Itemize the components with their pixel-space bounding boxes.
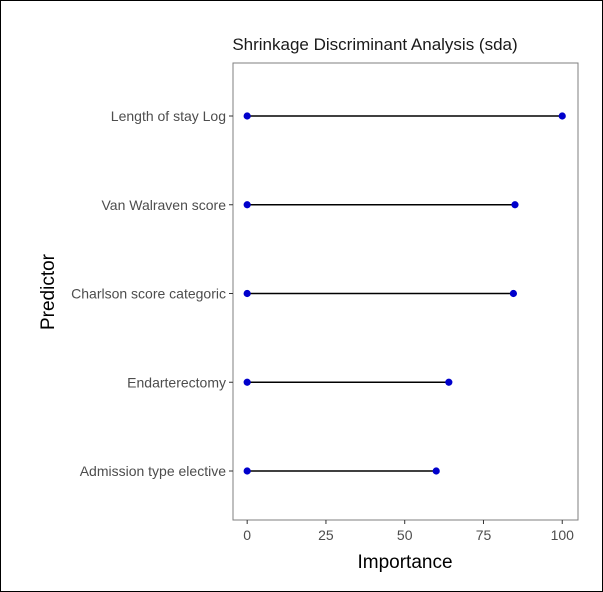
x-tick-label-4: 100: [551, 527, 575, 543]
y-tick-label-1: Van Walraven score: [102, 197, 227, 213]
y-axis-label: Predictor: [38, 253, 59, 330]
y-tick-label-4: Admission type elective: [80, 463, 227, 479]
x-tick-label-2: 50: [397, 527, 413, 543]
baseline-point-0: [243, 112, 251, 120]
x-tick-label-1: 25: [318, 527, 334, 543]
y-axis: Length of stay Log Van Walraven score Char…: [71, 108, 233, 479]
value-point-0: [558, 112, 566, 120]
y-tick-label-0: Length of stay Log: [111, 108, 226, 124]
x-tick-label-3: 75: [476, 527, 492, 543]
x-axis: 0 25 50 75 100: [243, 520, 574, 543]
value-point-2: [509, 289, 518, 298]
value-point-4: [432, 467, 440, 475]
baseline-point-4: [243, 467, 251, 475]
x-axis-label: Importance: [357, 552, 452, 573]
baseline-point-2: [243, 289, 251, 298]
x-tick-label-0: 0: [243, 527, 251, 543]
y-tick-label-2: Charlson score categoric: [71, 286, 226, 302]
y-tick-label-3: Endarterectomy: [127, 374, 226, 390]
baseline-point-1: [243, 201, 251, 209]
value-point-3: [445, 378, 453, 386]
baseline-point-3: [243, 378, 251, 386]
value-point-1: [511, 201, 519, 209]
chart-marks: [243, 112, 566, 475]
chart-title: Shrinkage Discriminant Analysis (sda): [232, 35, 517, 54]
plot-panel: [232, 62, 579, 521]
